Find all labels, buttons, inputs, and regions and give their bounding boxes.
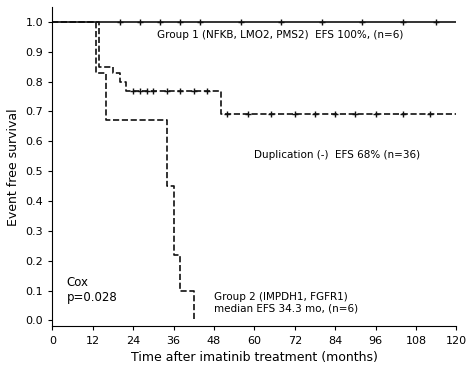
Text: Duplication (-)  EFS 68% (n=36): Duplication (-) EFS 68% (n=36)	[255, 150, 420, 160]
X-axis label: Time after imatinib treatment (months): Time after imatinib treatment (months)	[131, 351, 378, 364]
Text: Group 2 (IMPDH1, FGFR1)
median EFS 34.3 mo, (n=6): Group 2 (IMPDH1, FGFR1) median EFS 34.3 …	[214, 292, 358, 314]
Text: Cox
p=0.028: Cox p=0.028	[66, 276, 117, 304]
Text: Group 1 (NFKB, LMO2, PMS2)  EFS 100%, (n=6): Group 1 (NFKB, LMO2, PMS2) EFS 100%, (n=…	[157, 30, 404, 40]
Y-axis label: Event free survival: Event free survival	[7, 108, 20, 226]
